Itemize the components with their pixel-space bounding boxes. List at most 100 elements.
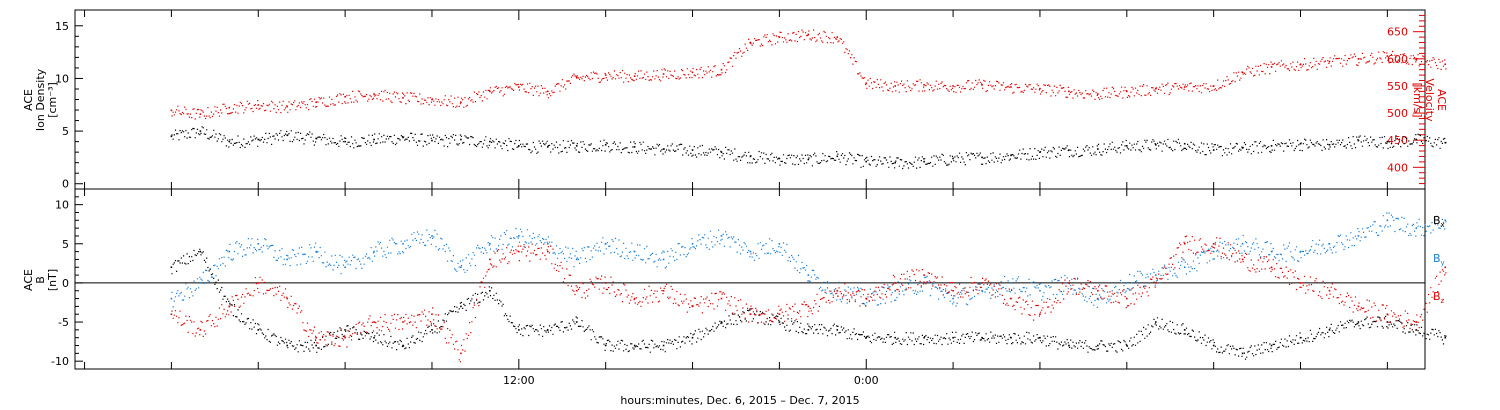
bz-point-35 bbox=[1183, 242, 1186, 245]
velocity-point-19 bbox=[720, 68, 723, 71]
density-point-26 bbox=[923, 160, 925, 163]
bx-point-32 bbox=[1097, 344, 1099, 347]
velocity-scatter bbox=[171, 29, 1447, 120]
by-point-11 bbox=[489, 242, 491, 245]
bx-point-17 bbox=[662, 344, 665, 347]
velocity-point-23 bbox=[836, 36, 839, 38]
top-left-y-axis: 0 5 10 15 bbox=[55, 20, 83, 191]
velocity-point-9 bbox=[431, 98, 433, 101]
top-right-ylabel-3: [km/s] bbox=[1411, 82, 1424, 117]
density-point-33 bbox=[1126, 145, 1128, 147]
density-point-28 bbox=[981, 156, 983, 159]
legend-bx-label: B bbox=[1433, 214, 1441, 227]
velocity-point-0 bbox=[170, 109, 173, 112]
bx-point-22 bbox=[807, 329, 810, 331]
bz-point-3 bbox=[257, 282, 260, 284]
top-right-y-axis: 400 450 500 550 600 650 bbox=[1387, 14, 1425, 185]
by-point-9 bbox=[431, 235, 433, 237]
bz-point-7 bbox=[373, 321, 375, 323]
by-point-41 bbox=[1357, 235, 1360, 237]
bx-point-44 bbox=[1444, 336, 1447, 339]
bx-point-1 bbox=[199, 250, 202, 253]
bx-point-12 bbox=[518, 329, 520, 331]
bz-point-1 bbox=[199, 329, 202, 331]
density-point-36 bbox=[1212, 149, 1215, 151]
bz-point-8 bbox=[402, 321, 404, 323]
velocity-point-34 bbox=[1154, 87, 1157, 90]
velocity-point-13 bbox=[546, 90, 549, 93]
bz-point-14 bbox=[575, 289, 578, 292]
by-point-12 bbox=[518, 235, 520, 237]
by-point-3 bbox=[257, 242, 260, 245]
bz-point-32 bbox=[1097, 289, 1099, 292]
by-point-28 bbox=[981, 289, 983, 292]
velocity-point-41 bbox=[1357, 58, 1360, 60]
velocity-point-5 bbox=[315, 101, 317, 104]
velocity-point-6 bbox=[344, 95, 346, 98]
bx-point-36 bbox=[1212, 344, 1215, 347]
top-right-ytick-label-4: 600 bbox=[1387, 53, 1408, 66]
bottom-ylabel-3: [nT] bbox=[46, 269, 59, 291]
legend: Bx By Bz bbox=[1433, 214, 1445, 305]
top-panel-frame bbox=[74, 9, 1426, 190]
density-point-39 bbox=[1299, 142, 1302, 145]
bz-point-39 bbox=[1299, 282, 1302, 284]
bottom-ytick-label-2: 0 bbox=[62, 277, 69, 290]
by-point-17 bbox=[662, 258, 665, 261]
bz-point-36 bbox=[1212, 242, 1215, 245]
density-point-6 bbox=[344, 140, 346, 143]
by-point-36 bbox=[1212, 250, 1215, 253]
x-tick-label-0: 12:00 bbox=[503, 374, 535, 387]
velocity-point-15 bbox=[604, 74, 607, 76]
density-point-5 bbox=[315, 137, 317, 140]
velocity-point-11 bbox=[489, 90, 491, 93]
density-point-25 bbox=[894, 161, 896, 164]
by-point-22 bbox=[807, 274, 810, 276]
top-right-ytick-label-1: 450 bbox=[1387, 134, 1408, 147]
bx-point-34 bbox=[1154, 321, 1157, 323]
by-point-8 bbox=[402, 242, 404, 245]
bx-point-31 bbox=[1068, 344, 1070, 347]
top-left-ylabel-3: [cm⁻³] bbox=[46, 82, 59, 118]
velocity-point-40 bbox=[1328, 60, 1331, 63]
bx-point-10 bbox=[460, 305, 462, 308]
density-point-42 bbox=[1386, 140, 1389, 143]
density-point-2 bbox=[228, 140, 231, 143]
bz-point-40 bbox=[1328, 289, 1331, 292]
bottom-ylabel-1: ACE bbox=[22, 269, 35, 291]
bz-point-22 bbox=[807, 305, 810, 308]
legend-by: By bbox=[1433, 252, 1445, 267]
by-point-5 bbox=[315, 250, 317, 253]
by-point-25 bbox=[894, 289, 896, 292]
bx-point-0 bbox=[170, 266, 173, 269]
bz-point-4 bbox=[286, 297, 289, 300]
bx-point-4 bbox=[286, 344, 289, 347]
bz-point-15 bbox=[604, 282, 607, 284]
density-point-23 bbox=[836, 155, 839, 158]
x-axis: 12:00 0:00 bbox=[84, 10, 1388, 387]
density-point-27 bbox=[952, 157, 954, 160]
velocity-point-26 bbox=[923, 84, 925, 86]
by-point-35 bbox=[1183, 266, 1186, 269]
bz-point-0 bbox=[170, 313, 173, 316]
by-point-26 bbox=[923, 282, 925, 284]
by-point-37 bbox=[1241, 242, 1244, 245]
density-point-29 bbox=[1010, 154, 1012, 157]
density-point-34 bbox=[1154, 143, 1157, 146]
bx-point-21 bbox=[778, 321, 781, 323]
bz-point-9 bbox=[431, 313, 433, 316]
density-point-9 bbox=[431, 139, 433, 142]
bz-point-26 bbox=[923, 274, 925, 276]
bx-point-35 bbox=[1183, 329, 1186, 331]
density-scatter bbox=[171, 126, 1447, 170]
velocity-point-27 bbox=[952, 85, 954, 87]
velocity-point-43 bbox=[1415, 59, 1418, 61]
bx-point-11 bbox=[489, 289, 491, 292]
bx-point-5 bbox=[315, 344, 317, 347]
bx-point-33 bbox=[1126, 344, 1128, 347]
legend-bz-label: B bbox=[1433, 290, 1441, 303]
density-point-44 bbox=[1444, 141, 1447, 144]
bottom-ytick-label-3: 5 bbox=[62, 238, 69, 251]
bz-point-17 bbox=[662, 289, 665, 292]
